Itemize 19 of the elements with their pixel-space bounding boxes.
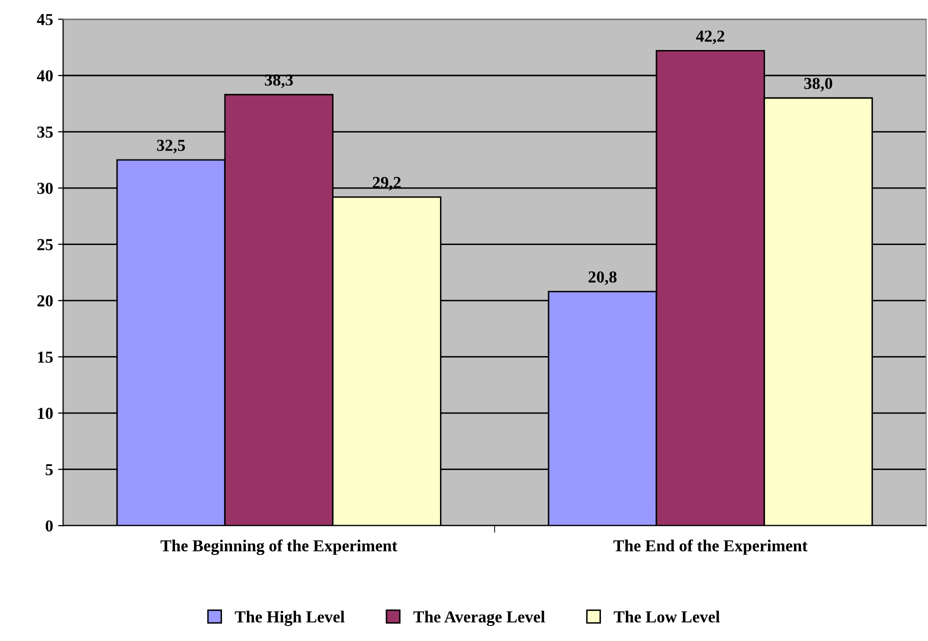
- y-tick-label: 35: [37, 126, 53, 138]
- y-tick-label: 25: [37, 239, 53, 250]
- y-tick-label: 15: [38, 352, 53, 363]
- y-tick-label: 45: [36, 14, 53, 26]
- y-tick-label: 10: [38, 408, 53, 420]
- data-label: 38,0: [804, 78, 832, 92]
- y-tick-label: 5: [46, 464, 53, 476]
- legend-label: The Low Level: [614, 610, 720, 622]
- y-tick-label: 0: [46, 520, 53, 532]
- legend-label: The Average Level: [413, 610, 545, 626]
- y-tick-label: 30: [37, 182, 53, 194]
- x-tick-label: The Beginning of the Experiment: [160, 540, 398, 555]
- data-label: 42,2: [696, 30, 724, 44]
- y-tick-label: 20: [37, 295, 53, 307]
- data-label: 32,5: [157, 140, 185, 154]
- legend-label: The High Level: [234, 610, 345, 626]
- x-tick-label: The End of the Experiment: [613, 540, 808, 555]
- data-label: 20,8: [588, 271, 617, 286]
- y-tick-label: 40: [36, 70, 53, 82]
